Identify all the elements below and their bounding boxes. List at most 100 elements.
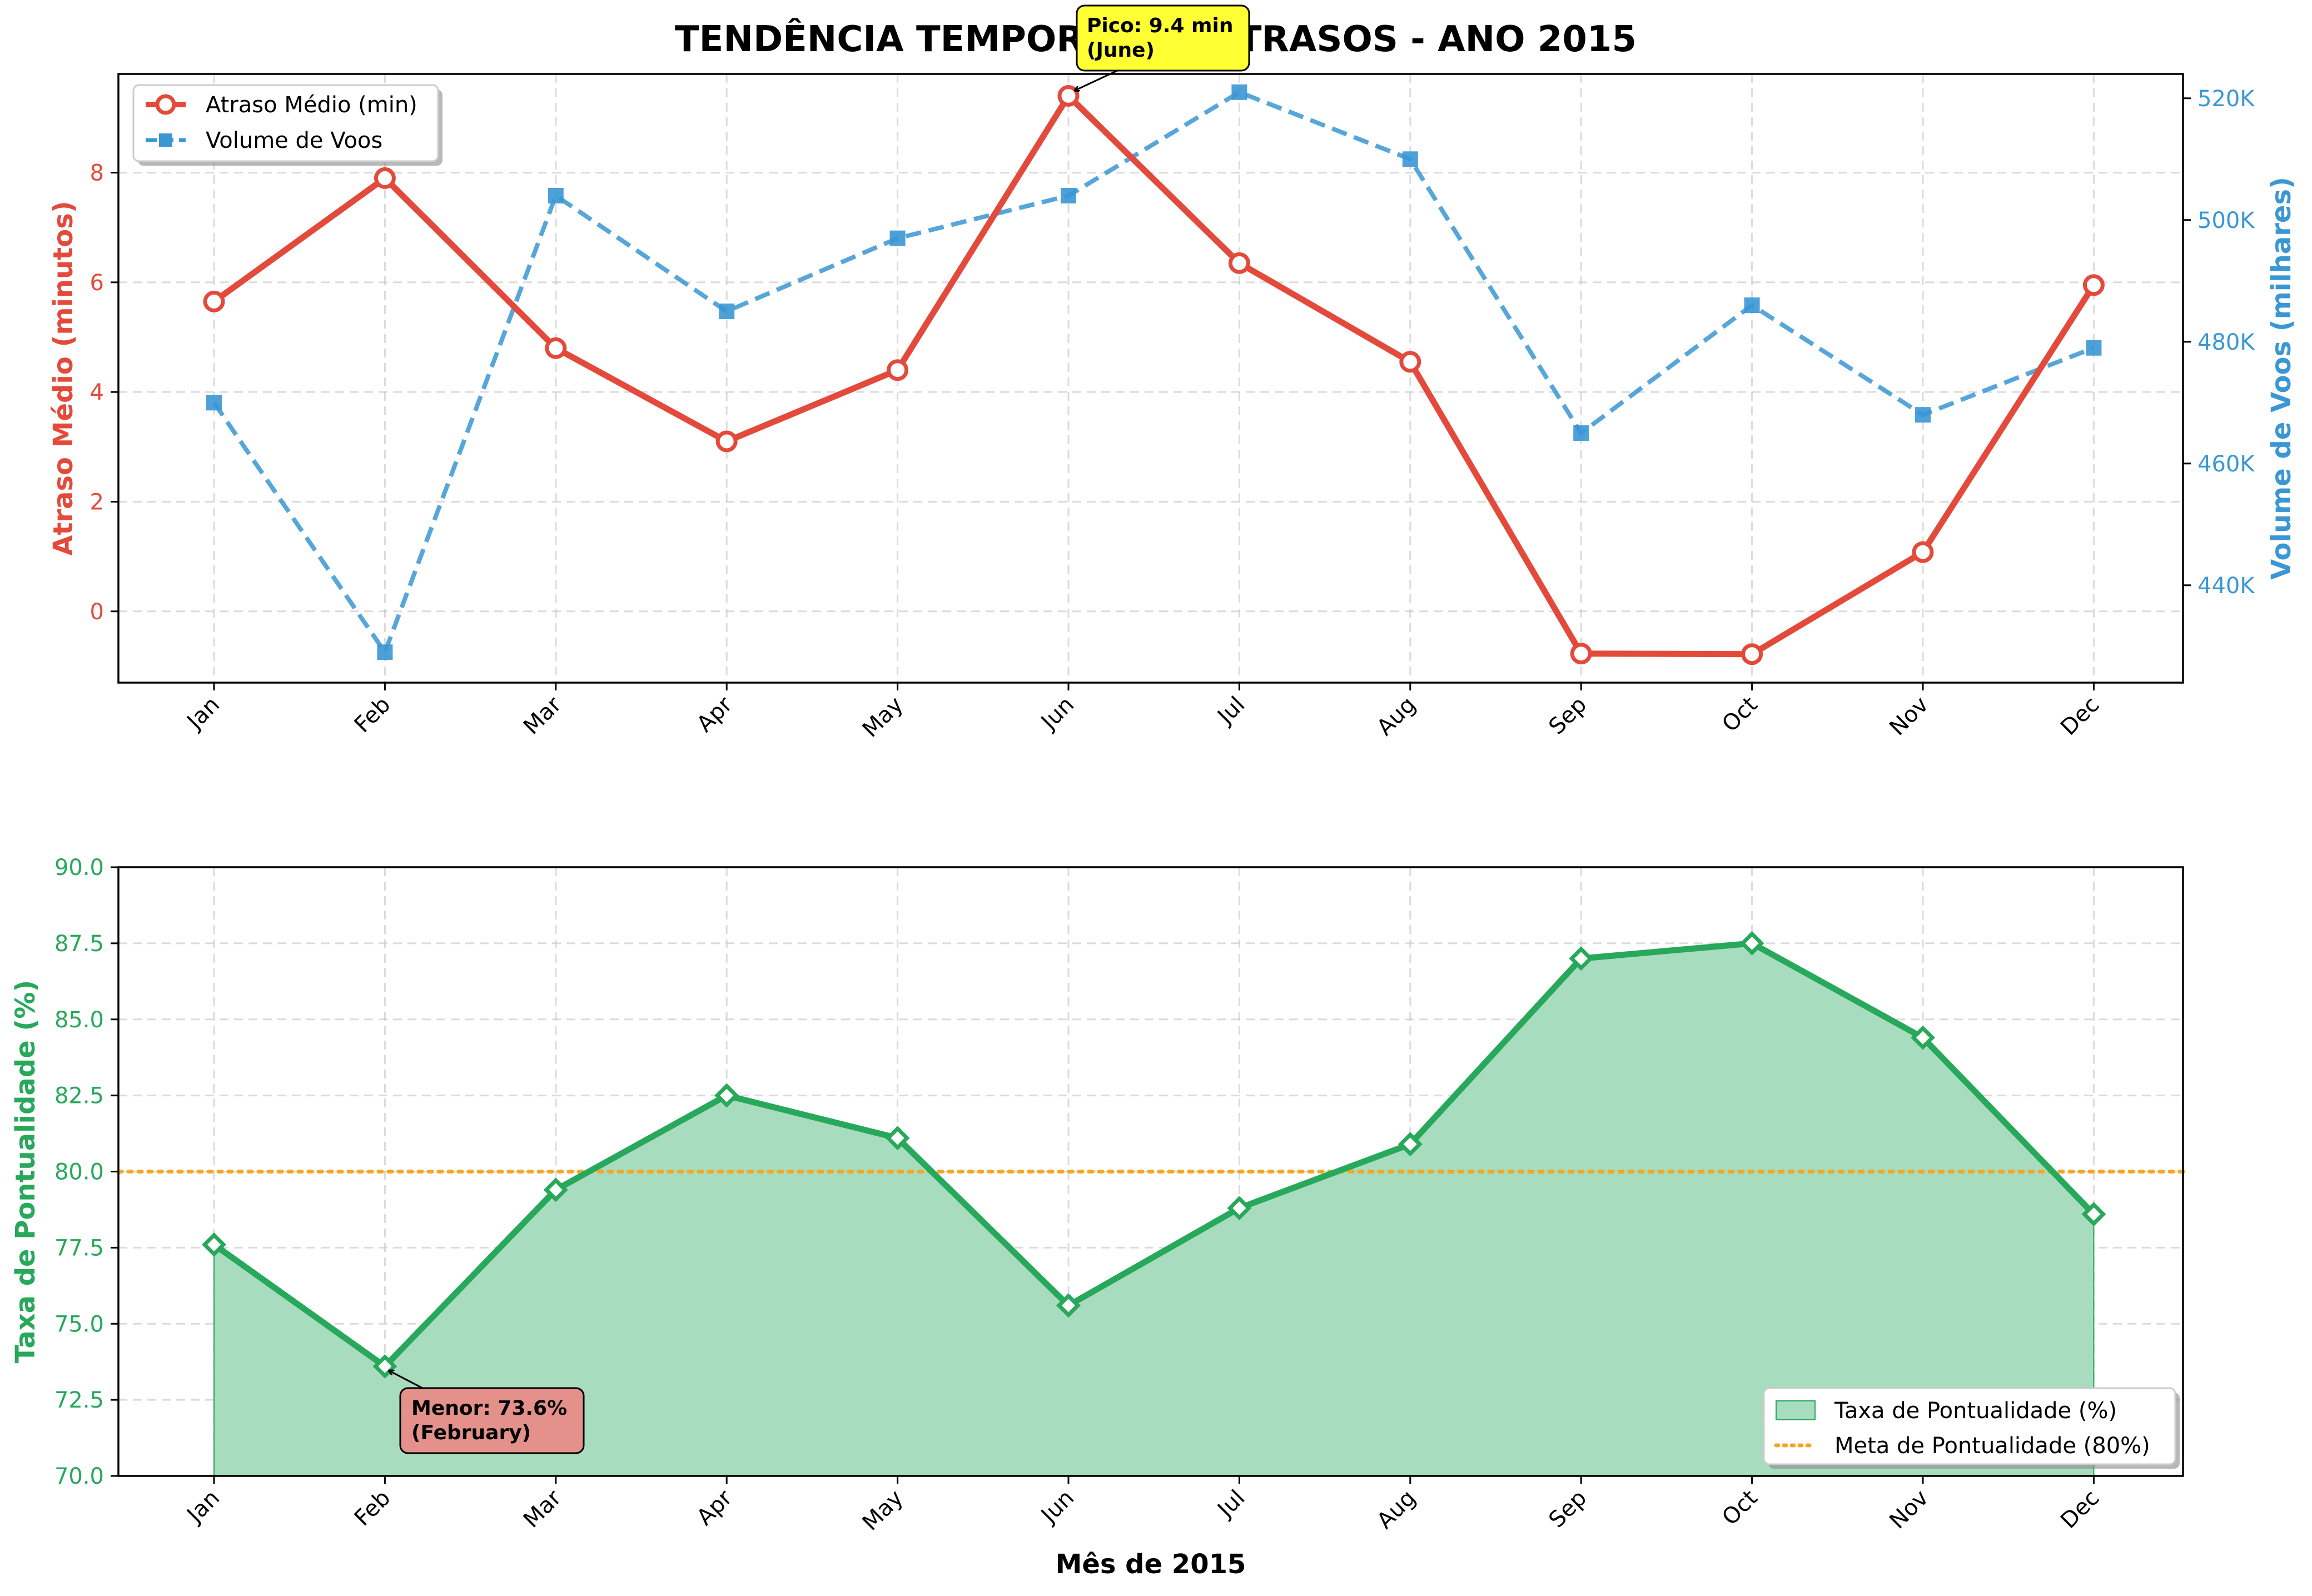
- volume-point: [206, 395, 222, 411]
- top-legend: [132, 84, 439, 162]
- volume-point: [889, 230, 906, 246]
- top-left-axis-label: Atraso Médio (minutos): [48, 201, 79, 555]
- bottom-x-tick-label: Feb: [350, 1485, 396, 1532]
- top-right-tick-label: 520K: [2197, 86, 2255, 112]
- bottom-x-tick-label: Mar: [519, 1485, 566, 1533]
- top-x-tick-label: Jun: [1035, 692, 1079, 736]
- top-left-tick-label: 0: [90, 599, 104, 625]
- bottom-chart: 70.0 72.5 75.0 77.5 80.0 82.5 85.0 87.5 90.0 Jan F…: [10, 855, 2185, 1580]
- legend-delay-label: Atraso Médio (min): [206, 92, 417, 118]
- punctuality-point: [202, 1232, 226, 1257]
- punctuality-point: [1911, 1025, 1935, 1050]
- volume-line: [212, 90, 2095, 657]
- bottom-x-tick-label: Jul: [1212, 1485, 1250, 1524]
- peak-annotation-text: Pico: 9.4 min: [1087, 14, 1234, 37]
- volume-point: [1573, 425, 1589, 441]
- top-right-tick-label: 500K: [2197, 208, 2255, 233]
- volume-point: [1744, 297, 1760, 314]
- bottom-x-tick-label: Oct: [1717, 1485, 1762, 1530]
- punctuality-point: [1227, 1196, 1252, 1221]
- volume-point: [548, 188, 564, 203]
- delay-point: [374, 167, 396, 189]
- peak-annotation-subtext: (June): [1087, 39, 1155, 62]
- bottom-y-tick-label: 80.0: [54, 1160, 104, 1185]
- punctuality-point: [543, 1177, 568, 1202]
- bottom-x-tick-label: Jan: [181, 1485, 225, 1529]
- volume-point: [1231, 84, 1247, 100]
- bottom-x-axis-label: Mês de 2015: [1056, 1549, 1246, 1580]
- volume-point: [2086, 340, 2102, 356]
- delay-point: [1741, 643, 1763, 665]
- low-annotation-text: Menor: 73.6%: [411, 1397, 567, 1420]
- legend-punctuality-swatch: [1776, 1400, 1816, 1420]
- top-x-tick-label: Jan: [181, 692, 225, 735]
- delay-line: [212, 92, 2097, 658]
- top-left-tick-label: 2: [90, 489, 104, 515]
- delay-point: [545, 337, 567, 359]
- volume-point: [719, 304, 735, 320]
- top-right-tick-label: 460K: [2197, 451, 2255, 477]
- legend-volume-marker: [159, 133, 172, 147]
- delay-point: [1057, 84, 1080, 107]
- bottom-y-tick-label: 85.0: [54, 1007, 104, 1033]
- top-right-axis-label: Volume de Voos (milhares): [2266, 177, 2297, 580]
- bottom-y-tick-label: 75.0: [54, 1311, 104, 1337]
- punctuality-point: [1056, 1293, 1081, 1318]
- top-right-tick-label: 480K: [2197, 330, 2255, 355]
- legend-punctuality-label: Taxa de Pontualidade (%): [1834, 1398, 2117, 1424]
- top-x-tick-label: Apr: [692, 692, 738, 737]
- low-annotation-box: [399, 1387, 585, 1454]
- bottom-axes-frame: [117, 866, 2184, 1477]
- bottom-y-tick-label: 87.5: [54, 931, 104, 957]
- bottom-x-tick-label: Dec: [2056, 1485, 2104, 1534]
- punctuality-point: [714, 1083, 739, 1108]
- bottom-y-tick-label: 77.5: [54, 1235, 104, 1261]
- bottom-y-axis-label: Taxa de Pontualidade (%): [10, 980, 41, 1364]
- low-annotation-subtext: (February): [411, 1421, 531, 1444]
- top-x-tick-label: Feb: [350, 692, 396, 738]
- legend-volume-label: Volume de Voos: [206, 128, 382, 153]
- top-chart: 0 2 4 6 8 440K 460K 480K 500K 520K Jan Feb Mar Apr May…: [48, 4, 2297, 743]
- bottom-x-tick-label: May: [858, 1485, 908, 1536]
- peak-annotation-box: [1076, 4, 1250, 72]
- bottom-legend: [1763, 1387, 2176, 1465]
- bottom-x-tick-label: Nov: [1885, 1485, 1933, 1534]
- punctuality-point: [1398, 1132, 1423, 1157]
- top-x-tick-label: Mar: [519, 692, 566, 739]
- bottom-y-tick-label: 70.0: [54, 1464, 104, 1489]
- punctuality-line: [212, 940, 2096, 1370]
- top-x-tick-label: May: [858, 692, 908, 743]
- delay-point: [887, 359, 909, 381]
- top-x-tick-label: Nov: [1885, 692, 1933, 741]
- legend-target-label: Meta de Pontualidade (80%): [1834, 1433, 2150, 1459]
- top-left-tick-label: 6: [90, 270, 104, 296]
- delay-point: [203, 290, 225, 312]
- bottom-x-tick-label: Sep: [1544, 1485, 1592, 1533]
- bottom-y-tick-label: 82.5: [54, 1083, 104, 1109]
- bottom-x-tick-label: Jun: [1035, 1485, 1079, 1529]
- top-axes-frame: [117, 73, 2184, 684]
- top-right-tick-label: 440K: [2197, 573, 2255, 599]
- delay-point: [715, 430, 738, 453]
- volume-point: [1915, 407, 1931, 423]
- punctuality-point: [2081, 1202, 2106, 1227]
- bottom-y-tick-label: 72.5: [54, 1388, 104, 1413]
- top-x-tick-label: Sep: [1544, 692, 1592, 740]
- top-x-tick-label: Jul: [1212, 692, 1250, 730]
- delay-point: [1912, 541, 1934, 563]
- top-left-tick-label: 8: [90, 161, 104, 186]
- bottom-x-tick-label: Apr: [692, 1485, 738, 1530]
- bottom-y-tick-label: 90.0: [54, 855, 104, 881]
- volume-point: [377, 644, 393, 660]
- top-left-tick-label: 4: [90, 380, 104, 405]
- legend-delay-marker: [155, 94, 176, 115]
- punctuality-point: [885, 1126, 910, 1151]
- volume-point: [1061, 188, 1076, 203]
- volume-point: [1402, 151, 1418, 167]
- delay-point: [1399, 351, 1421, 373]
- delay-point: [1228, 252, 1250, 274]
- punctuality-point: [1569, 946, 1594, 971]
- delay-point: [1570, 643, 1592, 665]
- top-x-tick-label: Oct: [1717, 692, 1762, 737]
